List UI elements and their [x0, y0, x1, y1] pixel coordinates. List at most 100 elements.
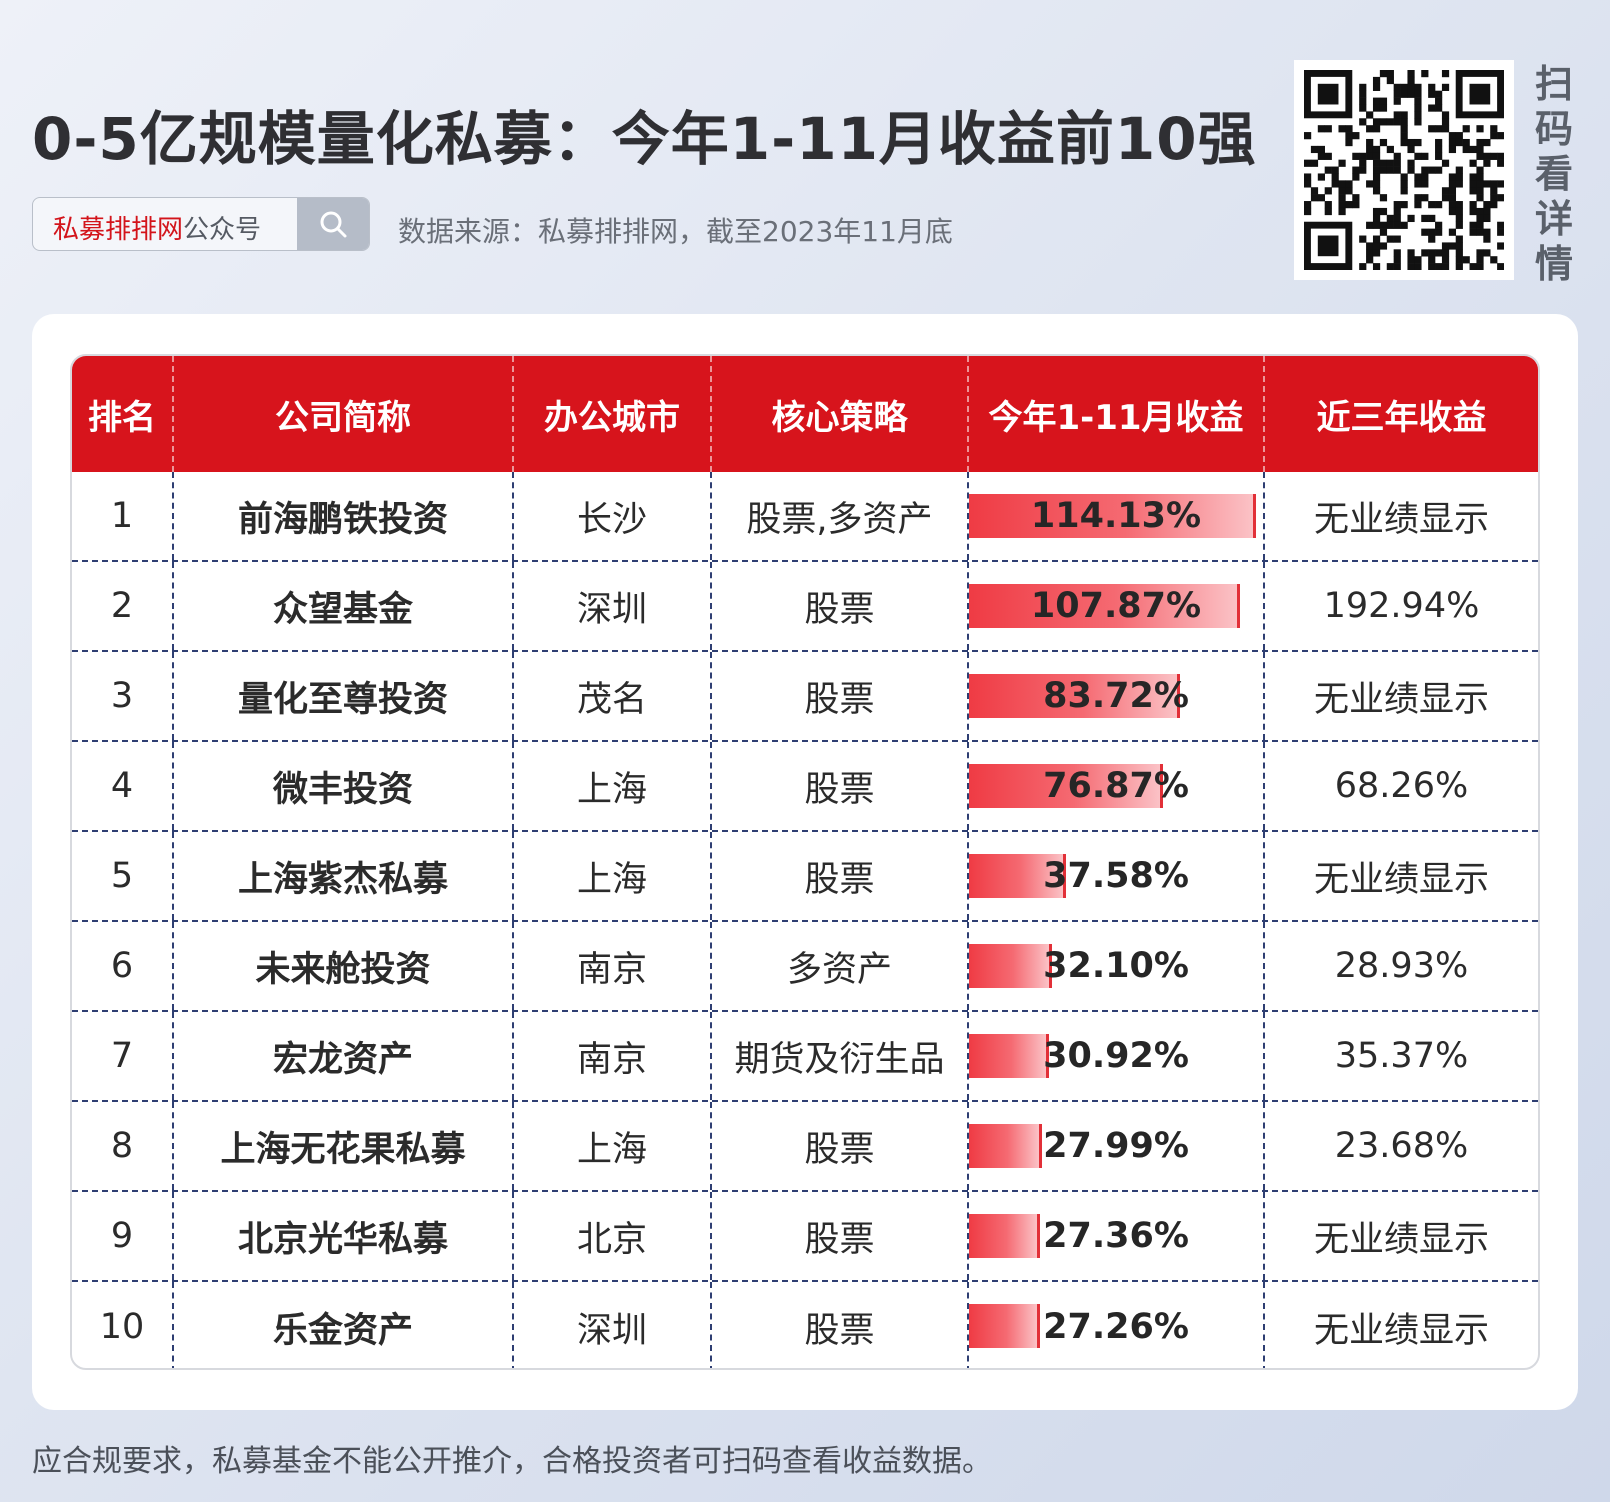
cell-three-year-return: 无业绩显示	[1313, 1219, 1489, 1260]
cell-ytd-return: 76.87%	[969, 742, 1265, 830]
table-row: 10 乐金资产 深圳 股票 27.26% 无业绩显示	[72, 1282, 1538, 1368]
cell-company: 量化至尊投资	[174, 652, 514, 740]
cell-strategy: 股票	[712, 562, 969, 650]
search-button[interactable]	[297, 198, 369, 250]
cell-company: 未来舱投资	[174, 922, 514, 1010]
ytd-return-label: 76.87%	[1043, 766, 1189, 806]
cell-ytd-return: 27.26%	[969, 1282, 1265, 1368]
table-row: 8 上海无花果私募 上海 股票 27.99% 23.68%	[72, 1102, 1538, 1192]
cell-three-year-return: 192.94%	[1323, 586, 1480, 626]
header-company: 公司简称	[174, 356, 514, 472]
cell-strategy: 股票	[712, 1192, 969, 1280]
ranking-card: 排名 公司简称 办公城市 核心策略 今年1-11月收益 近三年收益 1 前海鹏铁投…	[32, 314, 1578, 1410]
cell-company: 宏龙资产	[174, 1012, 514, 1100]
ytd-return-label: 27.36%	[1043, 1216, 1189, 1256]
ytd-return-bar	[969, 584, 1240, 628]
table-row: 1 前海鹏铁投资 长沙 股票,多资产 114.13% 无业绩显示	[72, 472, 1538, 562]
search-text: 私募排排网公众号	[53, 209, 261, 246]
cell-rank: 3	[72, 652, 174, 740]
cell-city: 上海	[514, 1102, 712, 1190]
cell-city: 茂名	[514, 652, 712, 740]
cell-strategy: 股票	[712, 832, 969, 920]
cell-rank: 4	[72, 742, 174, 830]
ytd-return-bar	[969, 944, 1052, 988]
cell-rank: 9	[72, 1192, 174, 1280]
header-city: 办公城市	[514, 356, 712, 472]
qr-caption-char: 详	[1534, 197, 1573, 241]
cell-strategy: 股票,多资产	[712, 472, 969, 560]
cell-strategy: 股票	[712, 1102, 969, 1190]
cell-company: 上海无花果私募	[174, 1102, 514, 1190]
qr-caption-char: 情	[1534, 242, 1573, 286]
cell-rank: 5	[72, 832, 174, 920]
cell-strategy: 期货及衍生品	[712, 1012, 969, 1100]
table-row: 9 北京光华私募 北京 股票 27.36% 无业绩显示	[72, 1192, 1538, 1282]
ytd-return-label: 27.99%	[1043, 1126, 1189, 1166]
search-icon	[320, 211, 347, 238]
table-header: 排名 公司简称 办公城市 核心策略 今年1-11月收益 近三年收益	[72, 356, 1538, 472]
cell-three-year-return: 无业绩显示	[1313, 499, 1489, 540]
cell-strategy: 股票	[712, 742, 969, 830]
qr-caption: 扫 码 看 详 情	[1532, 62, 1576, 287]
search-suffix: 公众号	[183, 215, 262, 245]
cell-ytd-return: 27.99%	[969, 1102, 1265, 1190]
qr-caption-char: 扫	[1534, 62, 1573, 106]
qr-caption-char: 码	[1534, 107, 1573, 151]
ytd-return-label: 30.92%	[1043, 1036, 1189, 1076]
cell-three-year-return: 28.93%	[1334, 946, 1469, 986]
cell-three-year-return: 无业绩显示	[1313, 1310, 1489, 1351]
table-row: 6 未来舱投资 南京 多资产 32.10% 28.93%	[72, 922, 1538, 1012]
data-source-note: 数据来源：私募排排网，截至2023年11月底	[398, 215, 953, 248]
ytd-return-bar	[969, 1124, 1042, 1168]
cell-city: 南京	[514, 1012, 712, 1100]
qr-code[interactable]	[1294, 60, 1514, 280]
ytd-return-bar	[969, 494, 1256, 538]
cell-company: 众望基金	[174, 562, 514, 650]
ytd-return-bar	[969, 854, 1066, 898]
cell-company: 微丰投资	[174, 742, 514, 830]
cell-rank: 6	[72, 922, 174, 1010]
table-row: 2 众望基金 深圳 股票 107.87% 192.94%	[72, 562, 1538, 652]
cell-ytd-return: 32.10%	[969, 922, 1265, 1010]
qr-code-icon	[1304, 70, 1505, 271]
cell-rank: 1	[72, 472, 174, 560]
cell-company: 前海鹏铁投资	[174, 472, 514, 560]
ytd-return-bar	[969, 674, 1180, 718]
cell-city: 长沙	[514, 472, 712, 560]
search-box[interactable]: 私募排排网公众号	[32, 197, 370, 251]
cell-three-year-return: 68.26%	[1334, 766, 1469, 806]
header-strategy: 核心策略	[712, 356, 969, 472]
cell-company: 乐金资产	[174, 1282, 514, 1368]
cell-strategy: 股票	[712, 1282, 969, 1368]
ytd-return-label: 107.87%	[1030, 586, 1202, 626]
cell-strategy: 股票	[712, 652, 969, 740]
table-row: 7 宏龙资产 南京 期货及衍生品 30.92% 35.37%	[72, 1012, 1538, 1102]
ytd-return-label: 114.13%	[1030, 496, 1202, 536]
cell-company: 上海紫杰私募	[174, 832, 514, 920]
cell-ytd-return: 37.58%	[969, 832, 1265, 920]
ytd-return-bar	[969, 764, 1163, 808]
table-body: 1 前海鹏铁投资 长沙 股票,多资产 114.13% 无业绩显示 2 众望基金 深圳 股票 107.…	[72, 472, 1538, 1368]
cell-three-year-return: 无业绩显示	[1313, 679, 1489, 720]
cell-ytd-return: 27.36%	[969, 1192, 1265, 1280]
compliance-note: 应合规要求，私募基金不能公开推介，合格投资者可扫码查看收益数据。	[32, 1444, 992, 1479]
ytd-return-label: 32.10%	[1043, 946, 1189, 986]
search-brand: 私募排排网	[53, 215, 184, 245]
cell-city: 深圳	[514, 1282, 712, 1368]
ranking-table: 排名 公司简称 办公城市 核心策略 今年1-11月收益 近三年收益 1 前海鹏铁投…	[70, 354, 1540, 1370]
table-row: 3 量化至尊投资 茂名 股票 83.72% 无业绩显示	[72, 652, 1538, 742]
cell-ytd-return: 107.87%	[969, 562, 1265, 650]
header-ytd-return: 今年1-11月收益	[969, 356, 1265, 472]
cell-city: 上海	[514, 742, 712, 830]
table-row: 4 微丰投资 上海 股票 76.87% 68.26%	[72, 742, 1538, 832]
qr-caption-char: 看	[1534, 152, 1573, 196]
cell-three-year-return: 无业绩显示	[1313, 859, 1489, 900]
header-three-year-return: 近三年收益	[1316, 397, 1487, 438]
cell-company: 北京光华私募	[174, 1192, 514, 1280]
cell-city: 上海	[514, 832, 712, 920]
page-title: 0-5亿规模量化私募：今年1-11月收益前10强	[32, 105, 1257, 173]
ytd-return-bar	[969, 1214, 1040, 1258]
ytd-return-bar	[969, 1034, 1049, 1078]
ytd-return-bar	[969, 1304, 1040, 1348]
cell-three-year-return: 35.37%	[1334, 1036, 1469, 1076]
